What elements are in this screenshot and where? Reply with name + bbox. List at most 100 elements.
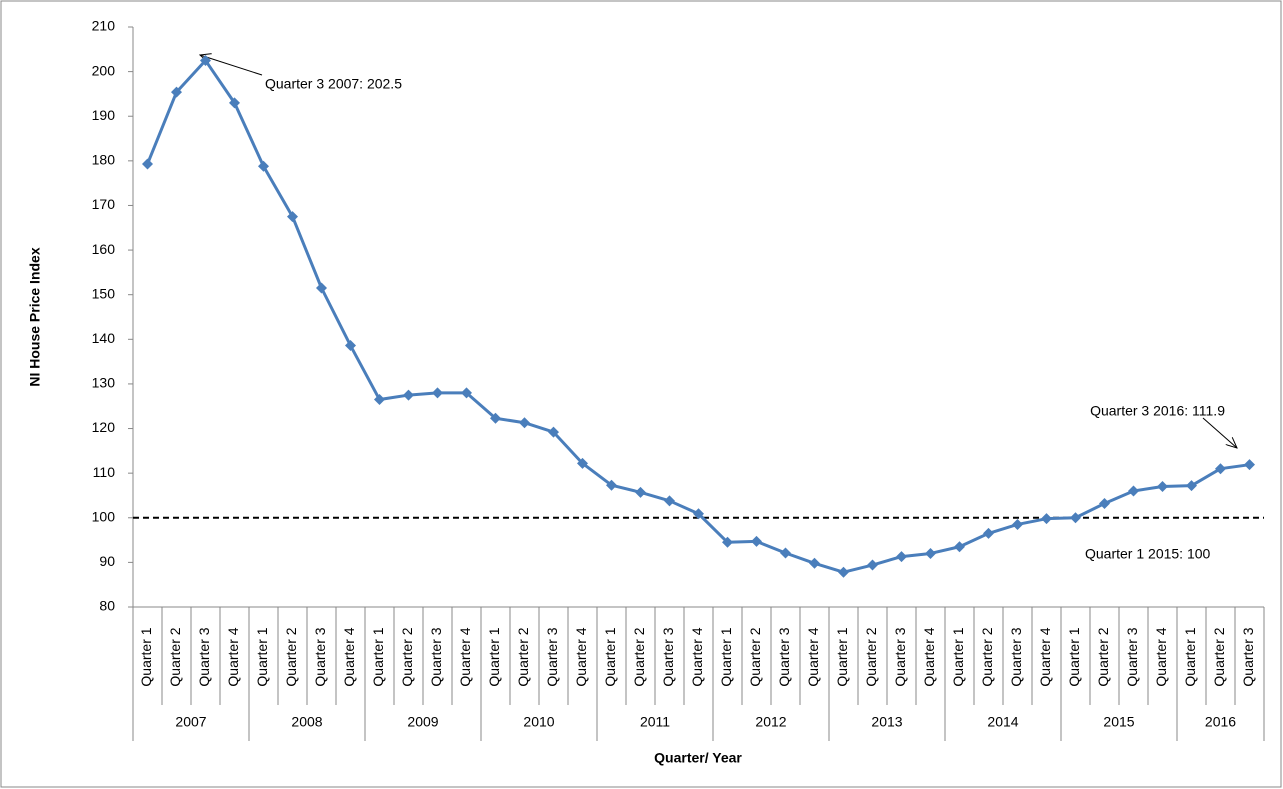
- data-point: [606, 479, 617, 491]
- group-label: 2012: [755, 714, 786, 730]
- data-point: [1186, 480, 1197, 492]
- x-tick-label: Quarter 4: [921, 627, 937, 686]
- x-tick-label: Quarter 4: [341, 627, 357, 686]
- y-tick-label: 210: [92, 18, 116, 34]
- y-axis-title: NI House Price Index: [27, 247, 43, 386]
- group-label: 2013: [871, 714, 902, 730]
- x-axis-title: Quarter/ Year: [654, 750, 742, 766]
- data-point: [896, 551, 907, 563]
- x-tick-label: Quarter 4: [805, 627, 821, 686]
- x-tick-label: Quarter 3: [196, 627, 212, 686]
- data-point: [229, 97, 240, 109]
- y-tick-label: 190: [92, 107, 116, 123]
- data-point: [200, 54, 211, 66]
- data-point: [577, 457, 588, 469]
- data-point: [461, 387, 472, 399]
- group-label: 2008: [291, 714, 322, 730]
- data-point: [258, 160, 269, 172]
- y-tick-label: 100: [92, 508, 116, 524]
- data-point: [722, 536, 733, 548]
- y-tick-label: 80: [99, 598, 115, 614]
- annotation: Quarter 3 2007: 202.5: [265, 76, 402, 92]
- data-point: [1244, 459, 1255, 471]
- x-tick-label: Quarter 2: [515, 627, 531, 686]
- data-point: [287, 211, 298, 223]
- y-tick-label: 150: [92, 285, 116, 301]
- data-point: [432, 387, 443, 399]
- data-point: [635, 486, 646, 498]
- data-point: [983, 527, 994, 539]
- x-tick-label: Quarter 4: [1153, 627, 1169, 686]
- data-point: [374, 394, 385, 406]
- x-tick-label: Quarter 1: [1182, 627, 1198, 686]
- x-tick-label: Quarter 2: [399, 627, 415, 686]
- data-point: [925, 547, 936, 559]
- x-tick-label: Quarter 1: [254, 627, 270, 686]
- x-tick-label: Quarter 1: [370, 627, 386, 686]
- group-label: 2011: [640, 714, 670, 730]
- y-tick-label: 180: [92, 152, 116, 168]
- x-tick-label: Quarter 2: [747, 627, 763, 686]
- data-point: [809, 557, 820, 569]
- x-tick-label: Quarter 2: [283, 627, 299, 686]
- data-point: [403, 389, 414, 401]
- data-point: [1041, 513, 1052, 525]
- annotation: Quarter 1 2015: 100: [1085, 546, 1211, 562]
- group-label: 2016: [1205, 714, 1236, 730]
- data-point: [316, 282, 327, 294]
- annotation-arrow: [1202, 417, 1237, 448]
- x-tick-label: Quarter 3: [1008, 627, 1024, 686]
- x-tick-label: Quarter 3: [1240, 627, 1256, 686]
- data-point: [345, 340, 356, 352]
- data-point: [1070, 512, 1081, 524]
- data-point: [664, 495, 675, 507]
- data-point: [490, 412, 501, 424]
- data-point: [1128, 485, 1139, 497]
- series-line: [146, 58, 1250, 574]
- y-tick-label: 90: [99, 553, 115, 569]
- group-label: 2014: [987, 714, 1018, 730]
- x-tick-label: Quarter 4: [689, 627, 705, 686]
- data-point: [838, 566, 849, 578]
- data-point: [1012, 518, 1023, 530]
- x-tick-label: Quarter 3: [544, 627, 560, 686]
- x-tick-label: Quarter 2: [1095, 627, 1111, 686]
- x-tick-label: Quarter 3: [312, 627, 328, 686]
- data-point: [142, 158, 153, 170]
- x-tick-label: Quarter 2: [631, 627, 647, 686]
- group-label: 2015: [1103, 714, 1134, 730]
- x-tick-label: Quarter 1: [1066, 627, 1082, 686]
- data-point: [751, 535, 762, 547]
- data-point: [548, 426, 559, 438]
- x-tick-label: Quarter 2: [979, 627, 995, 686]
- x-tick-label: Quarter 1: [834, 627, 850, 686]
- x-tick-label: Quarter 4: [225, 627, 241, 686]
- x-tick-label: Quarter 1: [486, 627, 502, 686]
- data-point: [867, 559, 878, 571]
- y-tick-label: 140: [92, 330, 116, 346]
- data-point: [780, 547, 791, 559]
- annotation-arrow: [200, 55, 263, 76]
- x-tick-label: Quarter 4: [457, 627, 473, 686]
- x-tick-label: Quarter 1: [138, 627, 154, 686]
- y-tick-label: 110: [93, 464, 116, 480]
- x-tick-label: Quarter 1: [602, 627, 618, 686]
- y-tick-label: 130: [92, 375, 116, 391]
- x-tick-label: Quarter 3: [428, 627, 444, 686]
- x-tick-label: Quarter 1: [950, 627, 966, 686]
- group-label: 2007: [175, 714, 206, 730]
- x-tick-label: Quarter 4: [573, 627, 589, 686]
- x-tick-label: Quarter 3: [776, 627, 792, 686]
- data-point: [1157, 481, 1168, 493]
- group-label: 2009: [407, 714, 438, 730]
- y-tick-label: 170: [92, 196, 116, 212]
- x-tick-label: Quarter 2: [863, 627, 879, 686]
- y-tick-label: 120: [92, 419, 116, 435]
- y-tick-label: 160: [92, 241, 116, 257]
- x-tick-label: Quarter 3: [1124, 627, 1140, 686]
- x-tick-label: Quarter 4: [1037, 627, 1053, 686]
- x-tick-label: Quarter 1: [718, 627, 734, 686]
- y-tick-label: 200: [92, 62, 116, 78]
